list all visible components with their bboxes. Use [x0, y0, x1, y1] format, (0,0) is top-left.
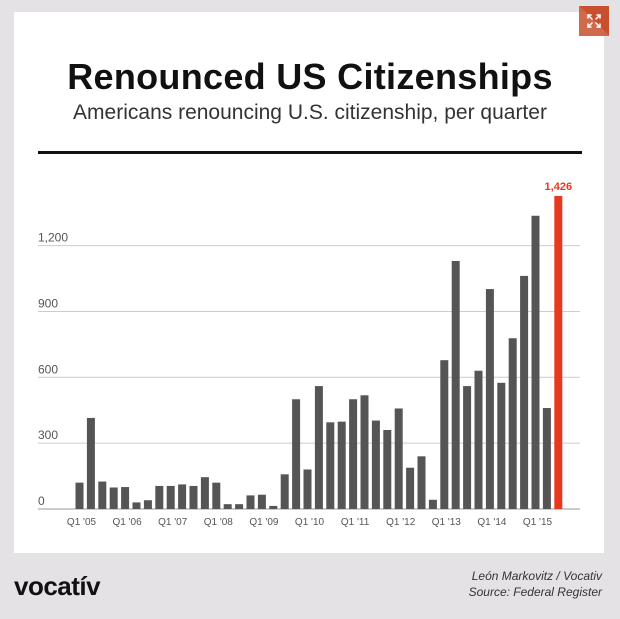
bar: [428, 499, 437, 509]
bar: [303, 469, 312, 509]
x-tick-label: Q1 '05: [67, 517, 97, 528]
bar: [280, 474, 289, 509]
bar: [383, 429, 392, 509]
bar: [349, 399, 358, 509]
bar: [121, 487, 130, 509]
vocativ-logo: vocatív: [14, 571, 101, 601]
y-tick-label: 0: [38, 494, 45, 508]
bar: [531, 215, 540, 509]
x-tick-label: Q1 '10: [295, 517, 325, 528]
y-tick-label: 1,200: [38, 231, 68, 245]
credits: León Markovitz / Vocativ Source: Federal…: [469, 568, 602, 600]
bar: [520, 275, 529, 509]
bar: [143, 500, 152, 509]
bar: [75, 482, 84, 509]
x-tick-label: Q1 '14: [477, 517, 507, 528]
credit-source: Source: Federal Register: [468, 585, 602, 599]
axis-labels: 0 300 600 900 1,200 1,426 Q1 '05 Q1 '06 Q1 '07 Q1…: [38, 181, 572, 528]
bar: [417, 456, 426, 509]
bar: [189, 485, 198, 509]
bar: [485, 289, 494, 509]
bar: [155, 485, 164, 509]
chart-card: [14, 12, 604, 553]
bar: [394, 408, 403, 509]
bar: [223, 504, 232, 509]
x-tick-label: Q1 '15: [523, 517, 553, 528]
bar: [269, 505, 278, 509]
bar: [200, 477, 209, 509]
y-tick-label: 600: [38, 362, 58, 376]
bar: [326, 422, 335, 509]
bar: [440, 360, 449, 509]
title-divider: [38, 151, 582, 154]
bar: [508, 338, 517, 509]
bar: [542, 408, 551, 509]
bar: [166, 485, 175, 509]
bar: [257, 494, 266, 509]
bar-highlight: [554, 196, 563, 509]
expand-arrows-icon[interactable]: [579, 6, 609, 36]
bars: [75, 196, 563, 509]
chart-subtitle: Americans renouncing U.S. citizenship, p…: [73, 101, 547, 124]
highlight-value-label: 1,426: [545, 181, 573, 193]
bar: [360, 395, 369, 509]
bar: [474, 370, 483, 509]
x-tick-label: Q1 '06: [113, 517, 143, 528]
bar: [406, 467, 415, 509]
bar: [497, 382, 506, 509]
bar: [463, 386, 472, 509]
x-tick-label: Q1 '13: [432, 517, 462, 528]
y-tick-label: 900: [38, 296, 58, 310]
bar: [235, 504, 244, 509]
x-tick-label: Q1 '12: [386, 517, 416, 528]
bar: [314, 386, 323, 509]
bar: [371, 420, 380, 509]
x-tick-label: Q1 '11: [341, 517, 370, 528]
y-tick-label: 300: [38, 428, 58, 442]
bar: [109, 487, 118, 509]
bar: [292, 399, 301, 509]
bar: [337, 421, 346, 509]
x-tick-label: Q1 '08: [204, 517, 234, 528]
x-tick-label: Q1 '07: [158, 517, 188, 528]
bar: [178, 484, 187, 509]
bar: [451, 260, 460, 509]
bar: [246, 495, 255, 509]
bar: [132, 502, 141, 509]
chart-title: Renounced US Citizenships: [67, 56, 553, 97]
bar: [212, 482, 221, 509]
credit-author: León Markovitz / Vocativ: [471, 569, 602, 583]
x-tick-label: Q1 '09: [249, 517, 279, 528]
bar: [86, 417, 95, 509]
bar: [98, 481, 107, 509]
